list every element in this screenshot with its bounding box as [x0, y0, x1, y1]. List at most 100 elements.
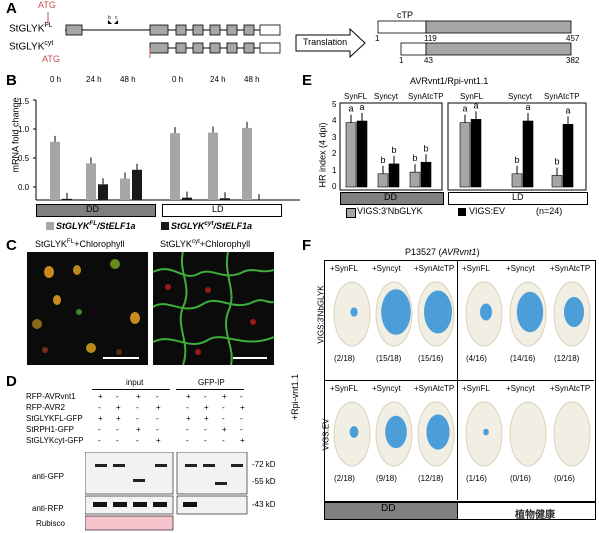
e-dd-bar	[340, 192, 444, 205]
d-blots	[85, 452, 248, 531]
f-count: (9/18)	[376, 474, 397, 483]
d-row-label: StGLYKFL-GFP	[26, 414, 83, 423]
e-ld-bar	[448, 192, 588, 205]
protein-cyt-start: 1	[399, 56, 404, 65]
b-ytick-2: 0.5	[18, 154, 30, 163]
f-col-label: +Syncyt	[372, 384, 401, 393]
gene-cyt-label: StGLYKcyt	[9, 40, 54, 53]
translation-label: Translation	[303, 37, 348, 47]
d-kd-72: -72 kD	[252, 460, 276, 469]
b-bar-fl-5	[242, 127, 252, 200]
f-count: (15/16)	[418, 354, 444, 363]
b-bar-fl-2	[120, 178, 130, 200]
d-mark: +	[186, 392, 191, 401]
b-ytick-4: 1.5	[18, 97, 30, 106]
b-bar-fl-1	[86, 163, 96, 200]
d-mark: -	[116, 436, 119, 445]
b-time-0: 0 h	[50, 75, 62, 84]
d-mark: -	[186, 403, 189, 412]
d-anti-rfp: anti-RFP	[32, 504, 64, 513]
e-significance-letter: a	[359, 102, 364, 112]
f-count: (2/18)	[334, 474, 355, 483]
f-title: P13527 (AVRvnt1)	[405, 247, 480, 257]
e-ytick-5: 5	[332, 100, 337, 109]
d-row-label: StGLYKcyt-GFP	[26, 436, 84, 445]
d-mark: +	[240, 403, 245, 412]
e-group-2: SynAtcTP	[408, 92, 444, 101]
e-significance-letter: a	[462, 104, 467, 114]
d-row-label: RFP-AVR2	[26, 403, 65, 412]
e-significance-letter: b	[423, 143, 428, 153]
panel-b-letter: B	[6, 72, 17, 89]
e-ytick-2: 2	[332, 149, 337, 158]
d-mark: -	[240, 392, 243, 401]
f-col-label: +Syncyt	[506, 264, 535, 273]
e-ld-label: LD	[512, 192, 524, 202]
e-significance-letter: a	[565, 105, 570, 115]
f-col-label: +Syncyt	[506, 384, 535, 393]
e-significance-letter: a	[348, 104, 353, 114]
marker-c: c	[115, 15, 118, 21]
e-dd-label: DD	[384, 192, 397, 202]
d-mark: -	[116, 392, 119, 401]
b-bar-cyt-0	[62, 198, 72, 200]
b-bar-cyt-2	[132, 169, 142, 200]
e-group-0: SynFL	[344, 92, 368, 101]
b-dd-bar	[36, 204, 156, 217]
d-mark: -	[222, 414, 225, 423]
b-bar-fl-3	[170, 133, 180, 200]
d-mark: -	[204, 425, 207, 434]
d-ip-line	[176, 389, 244, 390]
e-bar-grey-3	[459, 122, 471, 188]
f-leaf	[553, 281, 591, 347]
d-mark: -	[136, 436, 139, 445]
d-mark: +	[98, 392, 103, 401]
f-count: (12/18)	[418, 474, 444, 483]
b-time-3: 0 h	[172, 75, 184, 84]
d-mark: -	[98, 403, 101, 412]
d-input-label: input	[126, 378, 144, 387]
d-mark: -	[204, 436, 207, 445]
e-bar-black-1	[388, 163, 400, 188]
b-bar-cyt-4	[220, 198, 230, 200]
e-legend-n: (n=24)	[536, 206, 563, 216]
f-leaf	[375, 281, 413, 347]
panel-a-letter: A	[6, 0, 17, 17]
d-ip-label: GFP-IP	[198, 378, 225, 387]
d-mark: -	[204, 392, 207, 401]
f-leaf	[509, 281, 547, 347]
translation-arrow	[295, 28, 366, 58]
d-kd-55: -55 kD	[252, 477, 276, 486]
panel-d-letter: D	[6, 373, 17, 390]
d-mark: +	[136, 425, 141, 434]
d-mark: +	[204, 414, 209, 423]
b-ytick-3: 1.0	[18, 125, 30, 134]
f-col-label: +Syncyt	[372, 264, 401, 273]
f-watermark: 植物健康	[515, 510, 555, 521]
e-legend-black: VIGS:EV	[469, 206, 506, 216]
d-row-label: RFP-AVRvnt1	[26, 392, 76, 401]
b-legend-fl-swatch	[46, 222, 54, 230]
c-left-title: StGLYKFL+Chlorophyll	[35, 238, 125, 249]
d-mark: +	[116, 403, 121, 412]
protein-fl-start: 1	[375, 34, 380, 43]
panel-f-letter: F	[302, 237, 312, 254]
b-legend-cyt-swatch	[161, 222, 169, 230]
f-count: (0/16)	[554, 474, 575, 483]
c-right-title: StGLYKcyt+Chlorophyll	[160, 238, 251, 249]
d-row-label: StRPH1-GFP	[26, 425, 75, 434]
d-mark: +	[136, 392, 141, 401]
e-ytick-1: 1	[332, 166, 337, 175]
b-legend-fl: StGLYKFL/StELF1a	[56, 220, 136, 231]
protein-diagram	[377, 20, 572, 56]
e-group-4: Syncyt	[508, 92, 533, 101]
e-bar-black-0	[356, 120, 368, 188]
f-col-label: +SynFL	[462, 384, 490, 393]
atg-bottom-label: ATG	[42, 54, 60, 64]
d-rubisco: Rubisco	[36, 519, 65, 528]
d-mark: -	[222, 436, 225, 445]
d-mark: -	[98, 436, 101, 445]
f-col-label: +SynAtcTP	[414, 384, 455, 393]
f-row1-label: VIGS:3'NbGLYK	[316, 285, 326, 344]
f-count: (4/16)	[466, 354, 487, 363]
